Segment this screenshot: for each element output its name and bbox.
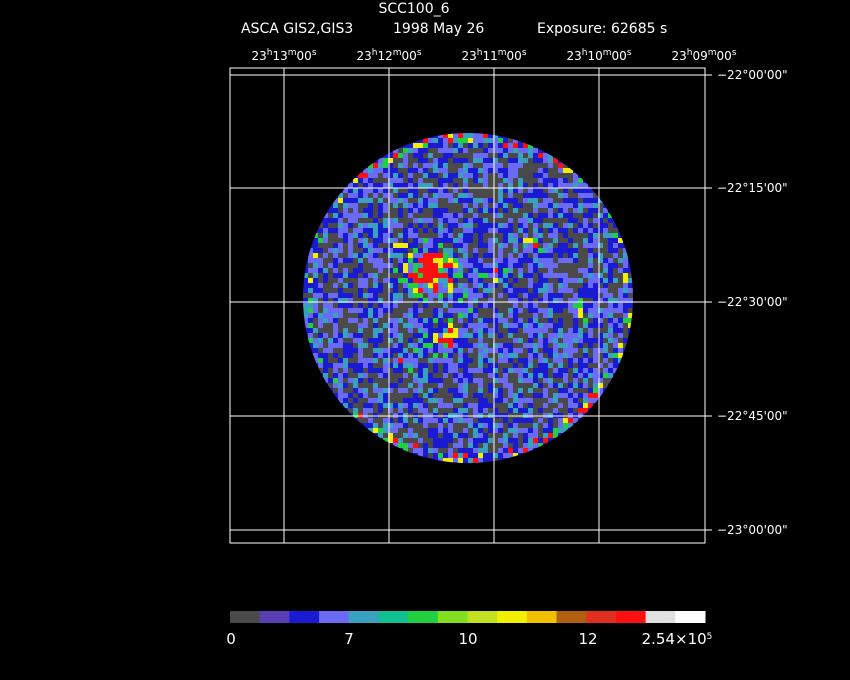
colorbar-swatch — [378, 611, 409, 623]
colorbar-label: 0 — [226, 630, 236, 648]
colorbar-swatch — [230, 611, 261, 623]
ra-tick-label: 23h12m00s — [356, 48, 422, 63]
instrument-label: ASCA GIS2,GIS3 — [241, 21, 354, 37]
ra-tick-label: 23h13m00s — [251, 48, 317, 63]
colorbar-swatch — [645, 611, 676, 623]
colorbar — [230, 611, 706, 623]
colorbar-swatch — [675, 611, 706, 623]
dec-tick-label: −22°15'00" — [717, 181, 788, 195]
exposure-label: Exposure: 62685 s — [537, 21, 668, 37]
object-title: SCC100_6 — [378, 1, 450, 17]
colorbar-label: 10 — [458, 630, 478, 648]
colorbar-swatch — [556, 611, 587, 623]
dec-tick-label: −22°45'00" — [717, 409, 788, 423]
colorbar-swatch — [526, 611, 558, 623]
colorbar-swatch — [289, 611, 320, 623]
date-label: 1998 May 26 — [393, 21, 485, 37]
colorbar-swatch — [319, 611, 350, 623]
colorbar-swatch — [615, 611, 647, 623]
colorbar-swatch — [467, 611, 498, 623]
colorbar-swatch — [586, 611, 617, 623]
ra-tick-label: 23h10m00s — [566, 48, 632, 63]
colorbar-swatch — [259, 611, 290, 623]
colorbar-swatch — [437, 611, 468, 623]
ra-tick-label: 23h09m00s — [671, 48, 737, 63]
colorbar-label: 12 — [578, 630, 598, 648]
dec-tick-label: −23°00'00" — [717, 523, 788, 537]
dec-tick-label: −22°30'00" — [717, 295, 788, 309]
colorbar-max-label: 2.54×105 — [641, 630, 713, 648]
dec-tick-label: −22°00'00" — [717, 68, 788, 82]
xray-intensity-map — [303, 133, 633, 463]
colorbar-swatch — [348, 611, 379, 623]
colorbar-swatch — [497, 611, 528, 623]
colorbar-label: 7 — [344, 630, 354, 648]
ra-tick-label: 23h11m00s — [461, 48, 527, 63]
colorbar-swatch — [408, 611, 439, 623]
coordinate-grid — [229, 67, 712, 544]
